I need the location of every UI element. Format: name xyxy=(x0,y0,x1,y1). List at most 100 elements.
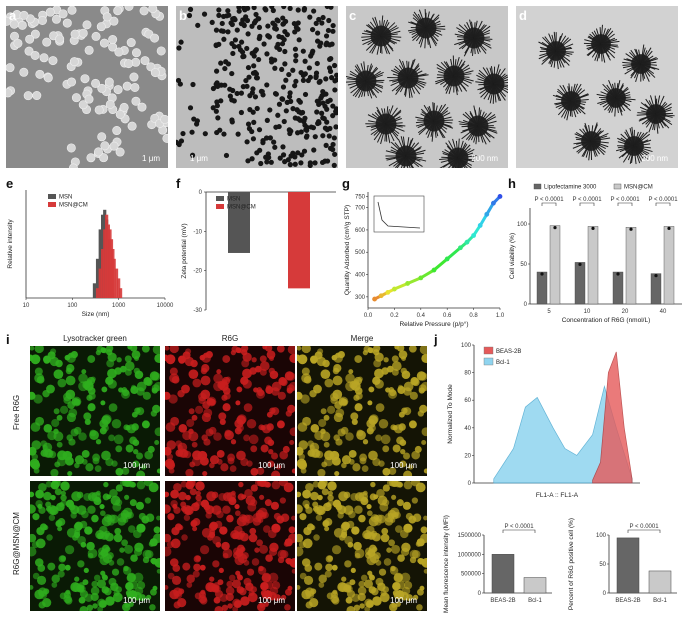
tem-spike xyxy=(541,41,557,52)
fluor-cell xyxy=(326,405,336,414)
fluor-cell xyxy=(222,552,229,559)
sem-particle xyxy=(99,38,109,48)
tem-spike xyxy=(389,77,409,82)
bar-Lipofectamine 3000 xyxy=(574,262,586,305)
fluor-cell xyxy=(301,346,311,354)
fluor-cell xyxy=(181,534,188,541)
sem-particle xyxy=(260,140,266,146)
fluor-cell xyxy=(101,573,107,580)
fluor-cell xyxy=(77,560,85,568)
fluor-cell xyxy=(374,368,384,379)
fluor-cell xyxy=(327,481,337,491)
tem-spike xyxy=(625,129,635,147)
fluor-cell xyxy=(372,596,382,606)
y-tick-label: 600 xyxy=(355,228,366,234)
tem-spike xyxy=(633,145,653,153)
sem-particle xyxy=(331,162,337,168)
tem-spike xyxy=(415,116,435,122)
tem-spike xyxy=(493,83,508,94)
tem-spike xyxy=(407,77,411,99)
data-dot xyxy=(553,226,557,230)
fluor-cell xyxy=(416,604,423,611)
fluor-cell xyxy=(309,448,320,458)
tem-spike xyxy=(457,157,466,168)
tem-spike xyxy=(363,61,367,82)
fluor-cell xyxy=(391,361,402,371)
tem-spike xyxy=(380,22,396,37)
tem-spike xyxy=(365,35,382,51)
fluor-cell xyxy=(288,381,295,391)
sem-particle xyxy=(323,33,330,39)
fluor-cell xyxy=(154,440,160,445)
fluor-cell xyxy=(361,496,368,503)
tem-spike xyxy=(640,47,652,65)
fluor-cell xyxy=(30,546,37,557)
fluor-cell xyxy=(234,503,240,510)
sem-particle xyxy=(265,23,271,29)
y-axis-label: Cell viability (%) xyxy=(509,233,516,279)
tem-spike xyxy=(615,97,632,103)
fluor-cell xyxy=(86,541,95,551)
fluor-cell xyxy=(348,450,357,458)
tem-spike xyxy=(539,46,557,52)
sem-particle xyxy=(301,148,308,154)
fluor-cell xyxy=(229,465,237,472)
sem-particle xyxy=(253,75,260,81)
fluor-cell xyxy=(103,481,109,488)
sem-particle xyxy=(324,6,330,9)
legend-swatch xyxy=(216,204,224,209)
bar-Lipofectamine 3000 xyxy=(536,271,548,305)
sem-particle xyxy=(287,6,293,11)
fluor-cell xyxy=(346,605,356,611)
fluor-cell xyxy=(192,378,202,388)
tem-spike xyxy=(641,113,657,125)
fluor-cell xyxy=(42,448,53,458)
fluor-cell xyxy=(303,575,314,585)
tem-particles-d xyxy=(538,24,675,165)
fluor-cell xyxy=(103,530,111,538)
tem-spike xyxy=(542,50,557,62)
fluor-cell xyxy=(30,585,34,590)
y-tick-label: 500000 xyxy=(461,572,482,578)
fluor-cell xyxy=(400,367,408,375)
sem-particle xyxy=(249,156,255,162)
fluor-cell xyxy=(317,348,324,355)
fluor-cell xyxy=(373,514,379,521)
tem-spike xyxy=(385,123,405,132)
fluor-cell xyxy=(421,427,427,437)
fluor-cell xyxy=(322,519,330,527)
sem-particle xyxy=(91,78,101,88)
tem-spike xyxy=(388,155,407,167)
fluor-cell xyxy=(135,501,145,510)
fluor-cell xyxy=(80,541,87,548)
sem-particle xyxy=(299,152,305,158)
sem-particle xyxy=(189,152,196,158)
tem-spike xyxy=(425,25,446,29)
tem-spike xyxy=(349,70,367,82)
bar-MSN@CM xyxy=(117,278,121,298)
fluor-cell xyxy=(270,501,280,510)
fluor-cell xyxy=(166,453,174,461)
x-tick-label: 100 xyxy=(67,303,78,309)
fluor-cell xyxy=(382,499,390,507)
tem-spike xyxy=(590,124,598,142)
scale-bar-i6: 100 μm xyxy=(390,596,417,605)
tem-spike xyxy=(453,75,458,96)
fluor-cell xyxy=(83,567,89,574)
legend-label: MSN@CM xyxy=(227,205,256,211)
fluor-cell xyxy=(291,468,295,474)
fluor-cell xyxy=(97,598,106,608)
fluor-cell xyxy=(353,541,362,551)
tem-spike xyxy=(380,27,399,37)
fluor-cell xyxy=(391,494,397,500)
sem-particle xyxy=(55,34,65,44)
fluor-cell xyxy=(209,576,215,582)
fluor-cell xyxy=(186,574,195,583)
fluor-cell xyxy=(386,547,392,553)
fluor-cell xyxy=(399,460,407,468)
sem-particle xyxy=(304,127,310,133)
fluor-cell xyxy=(53,369,64,380)
fluor-cell xyxy=(74,462,80,469)
fluor-cell xyxy=(271,387,280,396)
